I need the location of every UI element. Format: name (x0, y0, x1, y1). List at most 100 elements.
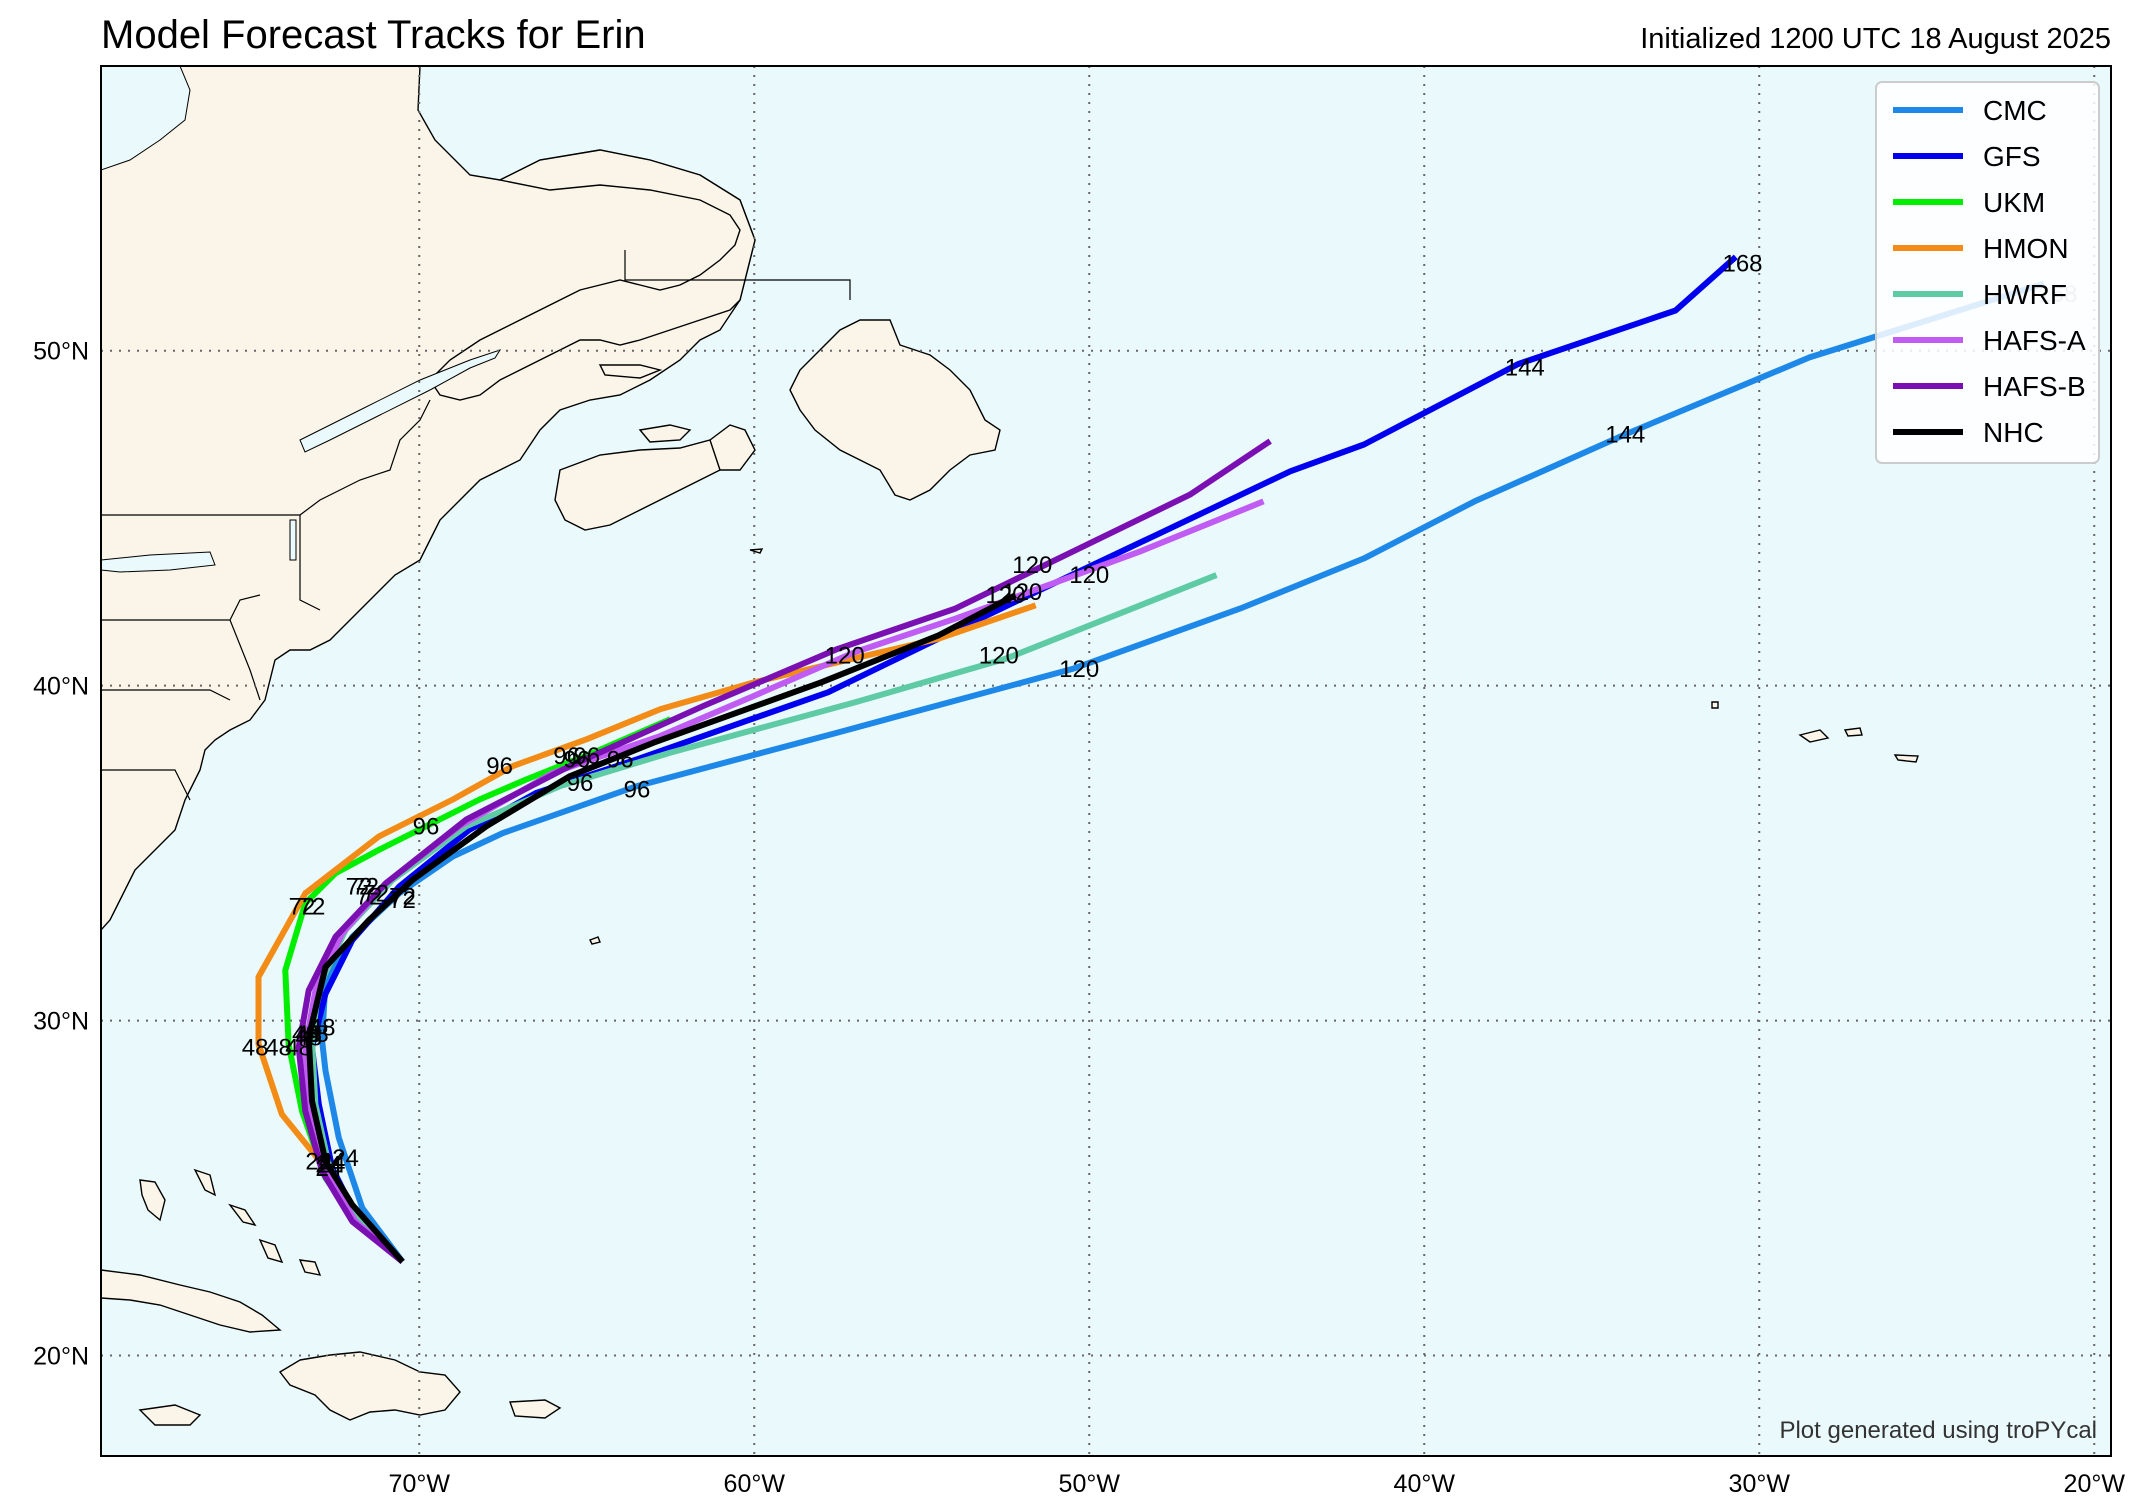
land-layer (101, 66, 1919, 1426)
land-azores-3 (1893, 754, 1919, 763)
legend-label-ukm: UKM (1983, 187, 2045, 218)
lon-tick-label: 40°W (1394, 1470, 1456, 1498)
hour-label-ukm: 48 (265, 1034, 292, 1061)
init-time-subtitle: Initialized 1200 UTC 18 August 2025 (1640, 23, 2111, 55)
hour-label-hafs-a: 48 (285, 1034, 312, 1061)
hour-label-hafs-a: 96 (553, 743, 580, 770)
legend: CMC GFS UKM HMON HWRF HAFS-A HAFS-B NHC (1875, 81, 2100, 464)
hour-label-nhc: 72 (389, 887, 416, 914)
hour-label-cmc: 96 (624, 776, 651, 803)
lat-tick-label: 20°N (33, 1343, 89, 1371)
lon-tick-label: 60°W (724, 1470, 786, 1498)
hour-label-cmc: 48 (309, 1014, 336, 1041)
land-cuba (101, 1269, 282, 1333)
legend-label-hwrf: HWRF (1983, 279, 2067, 310)
lakes-layer (101, 349, 502, 573)
hour-label-hwrf: 96 (607, 746, 634, 773)
land-sable (749, 548, 764, 554)
land-azores-4 (1711, 701, 1719, 709)
hour-label-hafs-b: 96 (563, 746, 590, 773)
land-azores-1 (1798, 729, 1830, 743)
hour-label-gfs: 48 (295, 1024, 322, 1051)
hudson-bay (101, 66, 191, 171)
legend-label-hafs-b: HAFS-B (1983, 371, 2086, 402)
hour-label-hwrf: 72 (362, 880, 389, 907)
land-bahamas-5 (298, 1259, 322, 1276)
hour-label-ukm: 24 (315, 1155, 342, 1182)
hour-label-hafs-a: 120 (1002, 579, 1042, 606)
legend-label-nhc: NHC (1983, 417, 2044, 448)
hour-label-ukm: 72 (289, 894, 316, 921)
track-nhc (305, 592, 1017, 1264)
legend-box (1875, 81, 2100, 464)
hour-label-hafs-a: 24 (315, 1155, 342, 1182)
borders-layer (101, 250, 851, 801)
track-cmc (319, 280, 2045, 1264)
hour-label-nhc: 96 (567, 770, 594, 797)
hour-label-hmon: 72 (299, 894, 326, 921)
border-states-4 (101, 689, 231, 701)
lon-tick-label: 20°W (2064, 1470, 2126, 1498)
border-us-canada (101, 399, 431, 516)
border-states-1 (101, 594, 261, 621)
lon-tick-label: 70°W (389, 1470, 451, 1498)
lat-tick-label: 50°N (33, 338, 89, 366)
lon-tick-label: 30°W (1729, 1470, 1791, 1498)
hour-label-hmon: 120 (985, 582, 1025, 609)
land-pei (638, 424, 692, 443)
map-title: Model Forecast Tracks for Erin (101, 13, 646, 57)
legend-label-cmc: CMC (1983, 95, 2047, 126)
hour-label-ukm: 96 (413, 813, 440, 840)
axis-tick-labels: 70°W 60°W 50°W 40°W 30°W 20°W 20°N 30°N 40°N 50°N (33, 338, 2125, 1498)
legend-label-hafs-a: HAFS-A (1983, 325, 2086, 356)
land-bahamas-3 (228, 1203, 257, 1227)
track-hafs-b (295, 438, 1272, 1265)
land-nova-scotia (554, 439, 731, 531)
hour-label-hafs-b: 72 (346, 874, 373, 901)
hour-label-cmc: 24 (332, 1145, 359, 1172)
hour-label-nhc: 48 (295, 1021, 322, 1048)
map-frame (100, 65, 2112, 1457)
lake-champlain (289, 519, 297, 561)
track-hmon (255, 602, 1037, 1264)
hour-label-gfs: 120 (1069, 562, 1109, 589)
hour-label-cmc: 120 (1059, 656, 1099, 683)
hour-label-hwrf: 120 (979, 642, 1019, 669)
hour-label-gfs: 24 (315, 1152, 342, 1179)
land-bahamas-2 (193, 1168, 217, 1197)
land-anticosti (598, 364, 663, 379)
land-bahamas-1 (139, 1179, 166, 1222)
hour-label-hafs-a: 72 (352, 874, 379, 901)
graticule (101, 66, 2111, 1456)
hour-label-gfs: 168 (1722, 251, 1762, 278)
credit-text: Plot generated using troPYcal (1779, 1417, 2097, 1444)
hour-label-hmon: 48 (242, 1034, 269, 1061)
lat-tick-label: 40°N (33, 673, 89, 701)
land-cape-breton (709, 424, 756, 471)
land-bahamas-4 (258, 1238, 284, 1264)
lon-tick-label: 50°W (1059, 1470, 1121, 1498)
hour-label-gfs: 144 (1505, 354, 1545, 381)
hour-label-hmon: 24 (305, 1148, 332, 1175)
border-states-5 (101, 769, 191, 801)
hour-label-gfs: 96 (573, 743, 600, 770)
border-states-2 (229, 619, 261, 701)
hour-label-nhc: 120 (825, 642, 865, 669)
hour-label-gfs: 72 (356, 884, 383, 911)
forecast-tracks (255, 254, 2045, 1265)
hour-label-hafs-b: 24 (315, 1152, 342, 1179)
border-states-3 (299, 515, 321, 611)
land-bermuda (589, 936, 601, 945)
land-newfoundland (789, 319, 1001, 501)
land-hispaniola (278, 1351, 461, 1421)
legend-label-gfs: GFS (1983, 141, 2041, 172)
st-lawrence-river (299, 349, 502, 453)
legend-label-hmon: HMON (1983, 233, 2069, 264)
hour-label-hafs-b: 48 (292, 1021, 319, 1048)
land-azores-2 (1843, 727, 1863, 737)
hour-label-hwrf: 24 (319, 1152, 346, 1179)
hour-label-hwrf: 48 (302, 1021, 329, 1048)
land-puerto-rico (509, 1399, 562, 1419)
hour-label-nhc: 24 (319, 1148, 346, 1175)
